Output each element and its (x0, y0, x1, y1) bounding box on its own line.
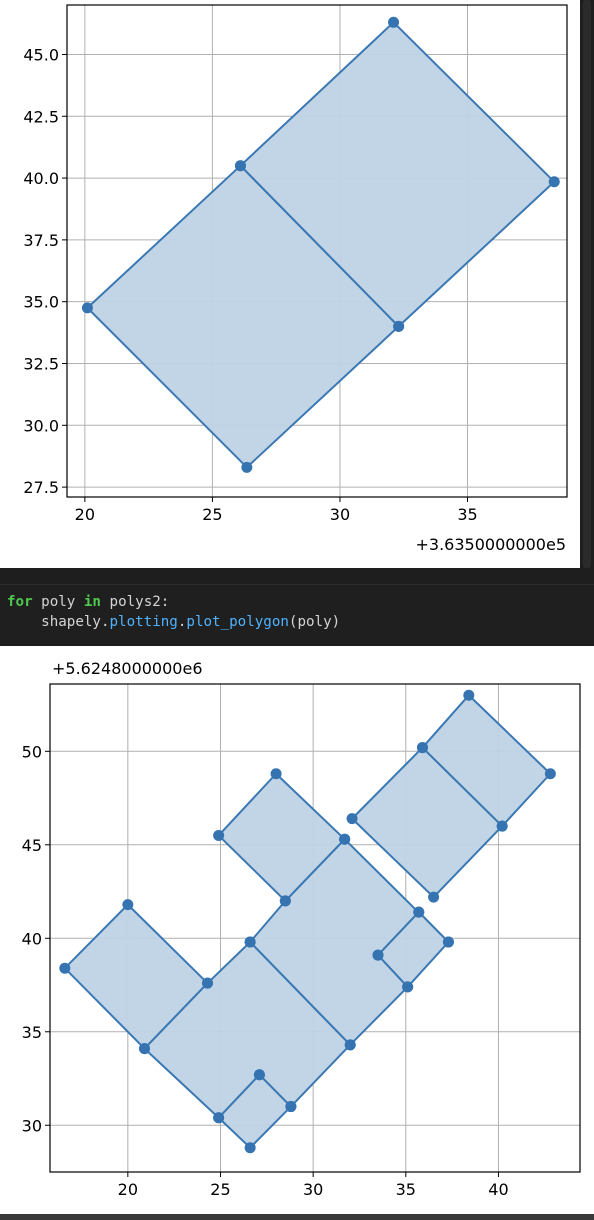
y-tick-label: 35 (22, 1023, 42, 1042)
x-tick-label: 20 (75, 505, 95, 524)
y-tick-label: 40 (22, 929, 42, 948)
vertex-point (393, 320, 405, 332)
vertex-point (81, 302, 93, 314)
vertex-point (285, 1101, 297, 1113)
horizontal-scrollbar[interactable] (0, 1214, 594, 1220)
y-tick-label: 30.0 (23, 416, 59, 435)
attr-dot: . (177, 614, 187, 630)
vertex-point (241, 461, 253, 473)
vertex-point (496, 820, 508, 832)
x-tick-label: 20 (118, 1180, 138, 1199)
y-tick-label: 50 (22, 742, 42, 761)
vertex-point (213, 1112, 225, 1124)
polygon-plot-2: 20253035403035404550+3.635000000e5+5.624… (22, 659, 581, 1220)
module-plotting: plotting (109, 614, 178, 630)
loop-variable: poly (41, 594, 76, 610)
module-shapely: shapely. (41, 614, 110, 630)
vertex-point (139, 1043, 151, 1055)
vertex-point (346, 813, 358, 825)
y-tick-label: 45 (22, 836, 42, 855)
y-tick-label: 42.5 (23, 107, 59, 126)
call-args: (poly) (288, 614, 341, 630)
x-tick-label: 35 (396, 1180, 416, 1199)
vertex-point (279, 895, 291, 907)
function-plot-polygon: plot_polygon (186, 614, 289, 630)
vertex-point (463, 689, 475, 701)
x-offset-text: +3.6350000000e5 (416, 535, 567, 554)
axes-frame (66, 4, 568, 498)
vertex-point (234, 160, 246, 172)
vertex-point (544, 768, 556, 780)
vertex-point (548, 176, 560, 188)
keyword-in: in (83, 594, 101, 610)
x-tick-label: 35 (457, 505, 477, 524)
y-tick-label: 30 (22, 1116, 42, 1135)
y-offset-text: +5.6248000000e6 (52, 659, 203, 678)
code-line-2: shapely.plotting.plot_polygon(poly) (7, 612, 340, 632)
vertex-point (413, 906, 425, 918)
y-tick-label: 37.5 (23, 231, 59, 250)
y-tick-label: 32.5 (23, 354, 59, 373)
vertex-point (59, 962, 71, 974)
vertex-point (388, 16, 400, 28)
plot-output-2: 20253035403035404550+3.635000000e5+5.624… (0, 646, 594, 1220)
code-indent (7, 614, 41, 630)
vertex-point (244, 1142, 256, 1154)
vertex-point (253, 1069, 265, 1081)
y-tick-label: 45.0 (23, 45, 59, 64)
x-tick-label: 25 (210, 1180, 230, 1199)
code-line-1: for poly in polys2: (7, 592, 169, 612)
polygon-plot-1: 20 25 30 35 27.5 30.0 32.5 35.0 37.5 40.0 42.5 45.0… (23, 4, 568, 554)
y-tick-label: 40.0 (23, 169, 59, 188)
vertex-point (372, 949, 384, 961)
vertex-point (339, 833, 351, 845)
vertex-point (122, 899, 134, 911)
x-tick-label: 30 (330, 505, 350, 524)
code-cell[interactable]: for poly in polys2: shapely.plotting.plo… (0, 584, 594, 641)
vertex-point (428, 891, 440, 903)
x-tick-label: 25 (202, 505, 222, 524)
keyword-for: for (7, 594, 33, 610)
x-tick-label: 40 (488, 1180, 508, 1199)
vertex-point (244, 936, 256, 948)
vertex-point (270, 768, 282, 780)
loop-iterable: polys2: (109, 594, 170, 610)
x-tick-label: 30 (303, 1180, 323, 1199)
vertex-point (442, 936, 454, 948)
y-tick-label: 35.0 (23, 293, 59, 312)
vertex-point (213, 829, 225, 841)
y-tick-label: 27.5 (23, 478, 59, 497)
vertex-point (202, 977, 214, 989)
axes-frame (49, 683, 581, 1173)
vertex-point (402, 981, 414, 993)
plot-output-1: 20 25 30 35 27.5 30.0 32.5 35.0 37.5 40.0 42.5 45.0… (0, 0, 580, 568)
output-scrollbar-thumb[interactable] (583, 0, 591, 568)
vertex-point (416, 742, 428, 754)
vertex-point (344, 1039, 356, 1051)
